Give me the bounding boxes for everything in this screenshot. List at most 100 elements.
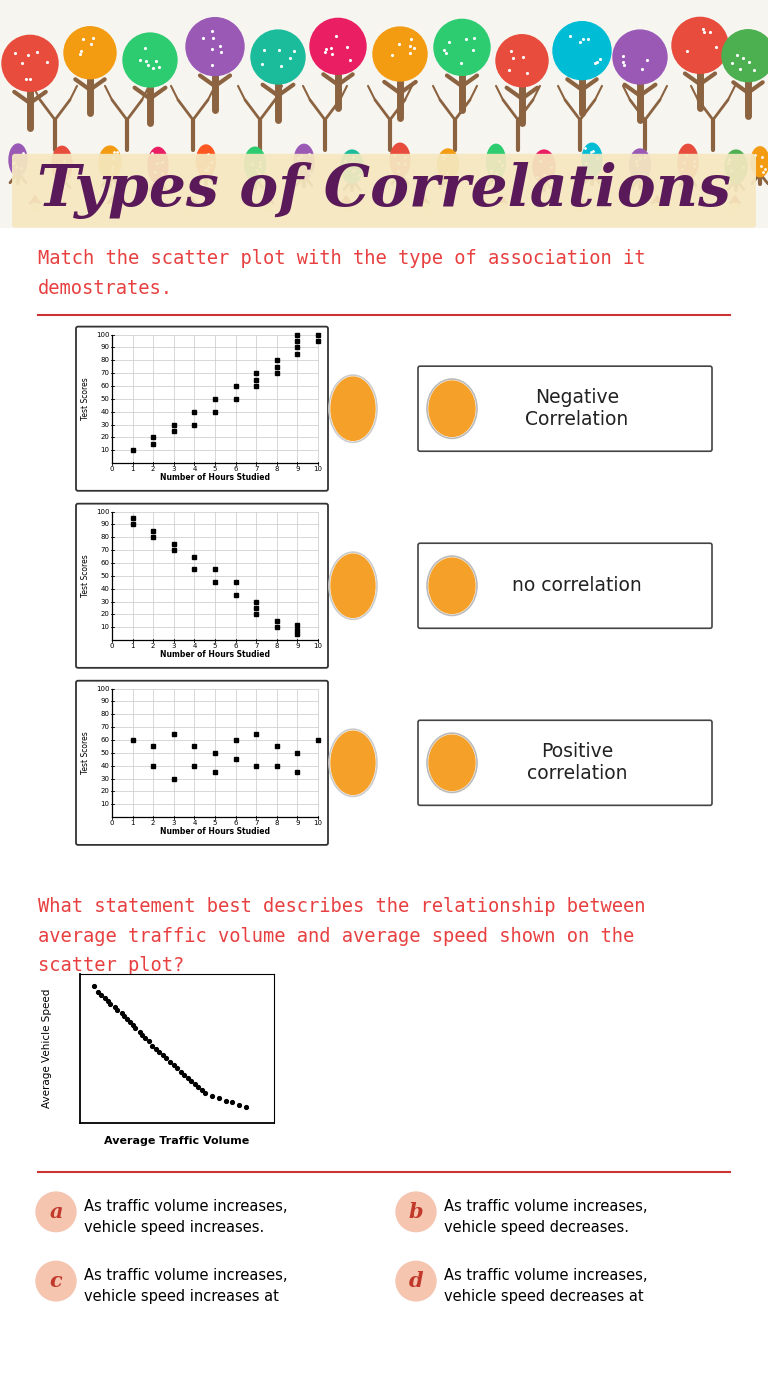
Text: Average Vehicle Speed: Average Vehicle Speed (42, 989, 52, 1108)
Text: 80: 80 (101, 711, 110, 718)
Text: Types of Correlations: Types of Correlations (37, 163, 731, 219)
Circle shape (186, 18, 244, 76)
Ellipse shape (148, 148, 168, 184)
Ellipse shape (390, 144, 410, 177)
Ellipse shape (725, 150, 747, 184)
Text: 8: 8 (274, 820, 279, 827)
Text: a: a (49, 1202, 63, 1221)
Text: 3: 3 (171, 643, 176, 649)
Ellipse shape (331, 555, 375, 617)
Circle shape (2, 36, 58, 91)
Text: Negative
Correlation: Negative Correlation (525, 388, 629, 429)
Text: Number of Hours Studied: Number of Hours Studied (160, 473, 270, 482)
Text: 6: 6 (233, 643, 238, 649)
Text: 100: 100 (96, 686, 110, 691)
Bar (343, 203, 349, 210)
Text: Test Scores: Test Scores (81, 555, 91, 598)
Bar (110, 203, 116, 210)
Text: 5: 5 (213, 643, 217, 649)
Text: d: d (409, 1271, 423, 1292)
Circle shape (722, 30, 768, 81)
Text: 20: 20 (101, 611, 110, 617)
Text: 10: 10 (101, 624, 110, 631)
Ellipse shape (331, 731, 375, 795)
Ellipse shape (52, 146, 72, 181)
Text: 3: 3 (171, 820, 176, 827)
Text: 9: 9 (295, 820, 300, 827)
Bar (187, 203, 194, 210)
Text: 40: 40 (101, 408, 110, 414)
Polygon shape (263, 196, 273, 203)
Polygon shape (30, 196, 40, 203)
Text: 100: 100 (96, 509, 110, 515)
FancyBboxPatch shape (12, 153, 756, 228)
Text: 80: 80 (101, 534, 110, 541)
FancyBboxPatch shape (418, 544, 712, 628)
Text: What statement best describes the relationship between
average traffic volume an: What statement best describes the relati… (38, 897, 645, 976)
Text: 2: 2 (151, 466, 155, 472)
Ellipse shape (294, 145, 314, 179)
Circle shape (496, 34, 548, 87)
Text: 5: 5 (213, 466, 217, 472)
Text: Number of Hours Studied: Number of Hours Studied (160, 650, 270, 658)
Ellipse shape (341, 150, 363, 184)
Text: 1: 1 (131, 820, 135, 827)
Ellipse shape (429, 558, 475, 614)
Text: 9: 9 (295, 643, 300, 649)
Text: 2: 2 (151, 820, 155, 827)
Ellipse shape (678, 145, 698, 179)
Text: 60: 60 (101, 737, 110, 742)
Circle shape (373, 28, 427, 81)
Text: 7: 7 (254, 820, 259, 827)
Ellipse shape (9, 144, 27, 177)
Text: 0: 0 (110, 820, 114, 827)
Bar (498, 203, 505, 210)
Text: Average Traffic Volume: Average Traffic Volume (104, 1136, 250, 1145)
FancyBboxPatch shape (418, 720, 712, 806)
Polygon shape (341, 196, 351, 203)
Text: 10: 10 (313, 820, 323, 827)
Text: 80: 80 (101, 357, 110, 363)
Text: 50: 50 (101, 749, 110, 756)
Text: As traffic volume increases,
vehicle speed increases at: As traffic volume increases, vehicle spe… (84, 1268, 287, 1304)
Ellipse shape (99, 146, 121, 179)
Text: 20: 20 (101, 788, 110, 795)
FancyBboxPatch shape (0, 228, 768, 1380)
Text: 7: 7 (254, 643, 259, 649)
Text: 4: 4 (192, 466, 197, 472)
Ellipse shape (331, 377, 375, 440)
Text: 30: 30 (101, 421, 110, 428)
Text: 10: 10 (101, 447, 110, 453)
Text: 10: 10 (313, 643, 323, 649)
Text: 30: 30 (101, 599, 110, 604)
Text: 2: 2 (151, 643, 155, 649)
Text: 100: 100 (96, 331, 110, 338)
Text: As traffic volume increases,
vehicle speed increases.: As traffic volume increases, vehicle spe… (84, 1199, 287, 1235)
Text: 90: 90 (101, 522, 110, 527)
Text: 0: 0 (110, 466, 114, 472)
Text: 7: 7 (254, 466, 259, 472)
Text: 70: 70 (101, 370, 110, 377)
Text: 8: 8 (274, 466, 279, 472)
Text: As traffic volume increases,
vehicle speed decreases at: As traffic volume increases, vehicle spe… (444, 1268, 647, 1304)
Text: 10: 10 (101, 802, 110, 807)
Polygon shape (186, 196, 196, 203)
Text: c: c (50, 1271, 62, 1292)
Text: As traffic volume increases,
vehicle speed decreases.: As traffic volume increases, vehicle spe… (444, 1199, 647, 1235)
Text: 60: 60 (101, 384, 110, 389)
Text: 60: 60 (101, 560, 110, 566)
Circle shape (396, 1192, 436, 1231)
Text: 90: 90 (101, 698, 110, 704)
Bar (654, 203, 660, 210)
Ellipse shape (244, 148, 266, 181)
Circle shape (553, 22, 611, 80)
Text: 4: 4 (192, 643, 197, 649)
Text: 3: 3 (171, 466, 176, 472)
Circle shape (613, 30, 667, 84)
Text: Number of Hours Studied: Number of Hours Studied (160, 827, 270, 836)
Text: Match the scatter plot with the type of association it
demostrates.: Match the scatter plot with the type of … (38, 250, 645, 298)
Text: 1: 1 (131, 643, 135, 649)
Text: 30: 30 (101, 776, 110, 781)
Polygon shape (730, 196, 740, 203)
Text: 6: 6 (233, 820, 238, 827)
